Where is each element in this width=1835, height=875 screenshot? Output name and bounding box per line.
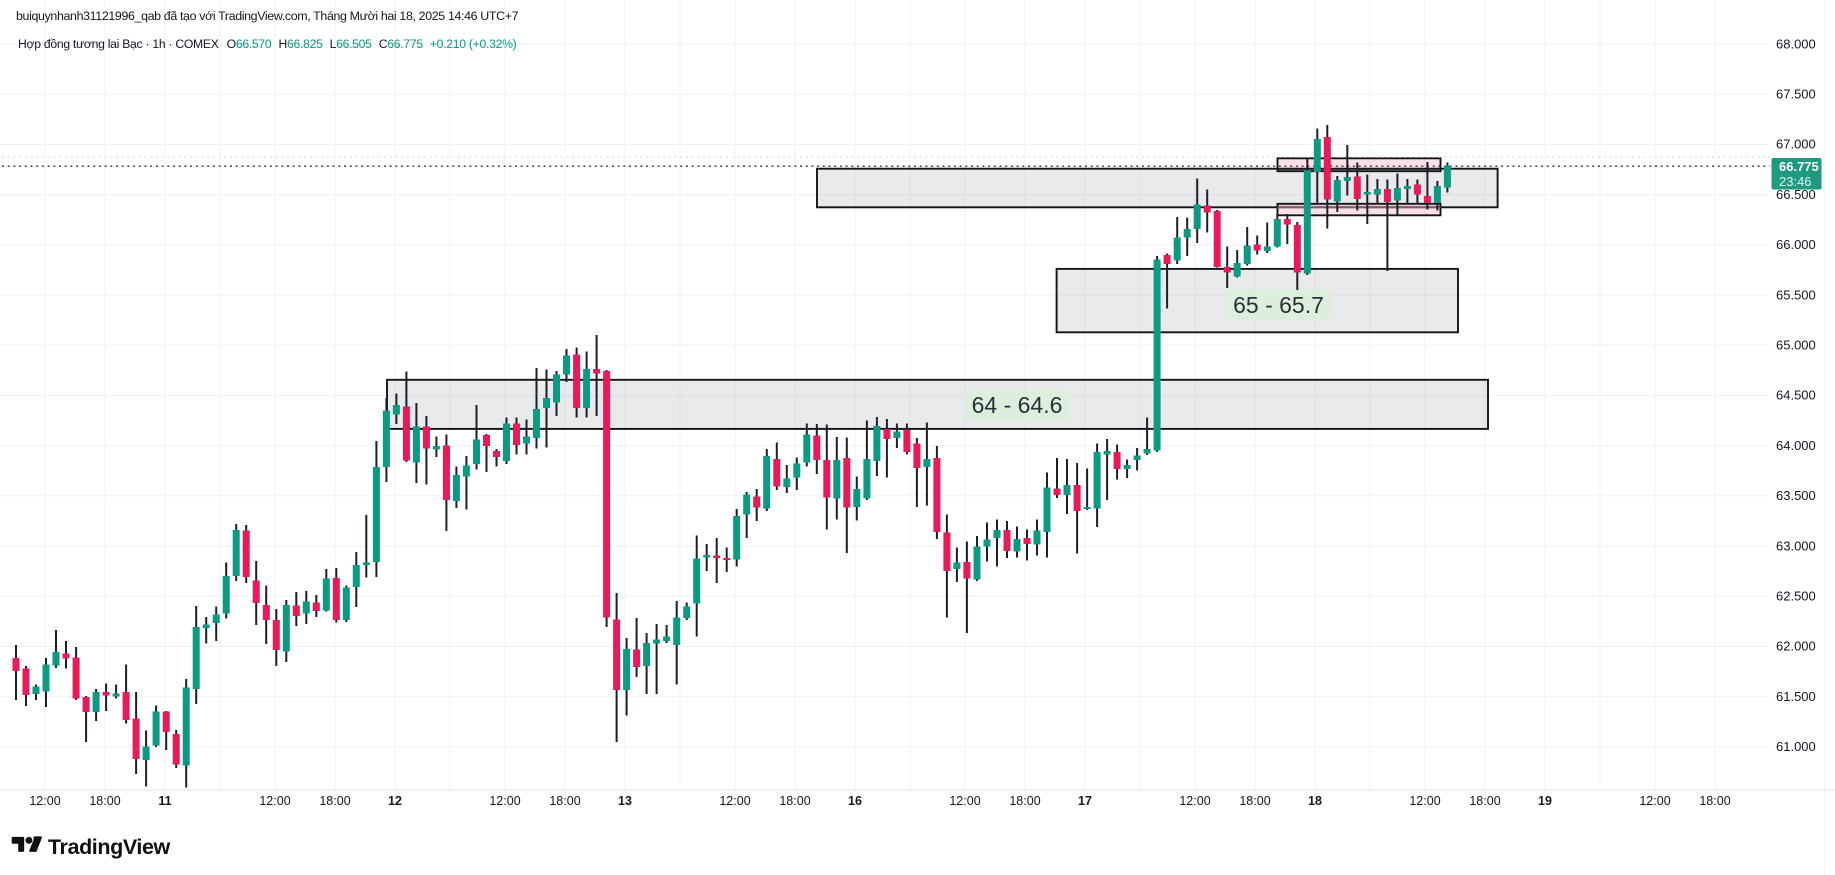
svg-text:65.500: 65.500: [1776, 287, 1816, 302]
svg-text:12:00: 12:00: [949, 794, 980, 808]
svg-text:18:00: 18:00: [549, 794, 580, 808]
svg-text:12:00: 12:00: [259, 794, 290, 808]
svg-text:67.000: 67.000: [1776, 137, 1816, 152]
svg-text:64 - 64.6: 64 - 64.6: [972, 392, 1063, 418]
svg-text:62.000: 62.000: [1776, 639, 1816, 654]
svg-text:63.000: 63.000: [1776, 538, 1816, 553]
svg-text:18:00: 18:00: [89, 794, 120, 808]
svg-text:Hợp đồng tương lai Bạc · 1h ·: Hợp đồng tương lai Bạc · 1h · COMEX O66.5…: [18, 37, 517, 51]
svg-text:66.500: 66.500: [1776, 187, 1816, 202]
svg-text:23:46: 23:46: [1779, 174, 1812, 189]
svg-text:13: 13: [618, 794, 632, 808]
svg-text:65 - 65.7: 65 - 65.7: [1233, 292, 1324, 318]
svg-text:18:00: 18:00: [1009, 794, 1040, 808]
svg-text:11: 11: [158, 794, 171, 808]
svg-text:63.500: 63.500: [1776, 488, 1816, 503]
svg-text:18: 18: [1308, 794, 1322, 808]
svg-text:18:00: 18:00: [779, 794, 810, 808]
svg-text:16: 16: [848, 794, 862, 808]
svg-text:68.000: 68.000: [1776, 36, 1816, 51]
svg-text:buiquynhanh31121996_qab đã tạo: buiquynhanh31121996_qab đã tạo với Tradi…: [16, 9, 519, 23]
svg-text:18:00: 18:00: [1239, 794, 1270, 808]
svg-text:12:00: 12:00: [489, 794, 520, 808]
svg-text:12: 12: [388, 794, 402, 808]
svg-text:18:00: 18:00: [1469, 794, 1500, 808]
svg-text:64.000: 64.000: [1776, 438, 1816, 453]
svg-text:64.500: 64.500: [1776, 388, 1816, 403]
svg-text:12:00: 12:00: [1409, 794, 1440, 808]
svg-text:65.000: 65.000: [1776, 338, 1816, 353]
svg-text:67.500: 67.500: [1776, 87, 1816, 102]
svg-text:TradingView: TradingView: [48, 835, 171, 859]
svg-text:12:00: 12:00: [29, 794, 60, 808]
svg-text:17: 17: [1078, 794, 1092, 808]
svg-text:12:00: 12:00: [1179, 794, 1210, 808]
svg-text:66.775: 66.775: [1779, 159, 1819, 174]
svg-text:18:00: 18:00: [319, 794, 350, 808]
svg-text:18:00: 18:00: [1699, 794, 1730, 808]
svg-text:61.500: 61.500: [1776, 689, 1816, 704]
svg-text:19: 19: [1538, 794, 1552, 808]
svg-text:62.500: 62.500: [1776, 589, 1816, 604]
svg-text:66.000: 66.000: [1776, 237, 1816, 252]
svg-text:12:00: 12:00: [719, 794, 750, 808]
svg-text:61.000: 61.000: [1776, 739, 1816, 754]
svg-text:12:00: 12:00: [1639, 794, 1670, 808]
